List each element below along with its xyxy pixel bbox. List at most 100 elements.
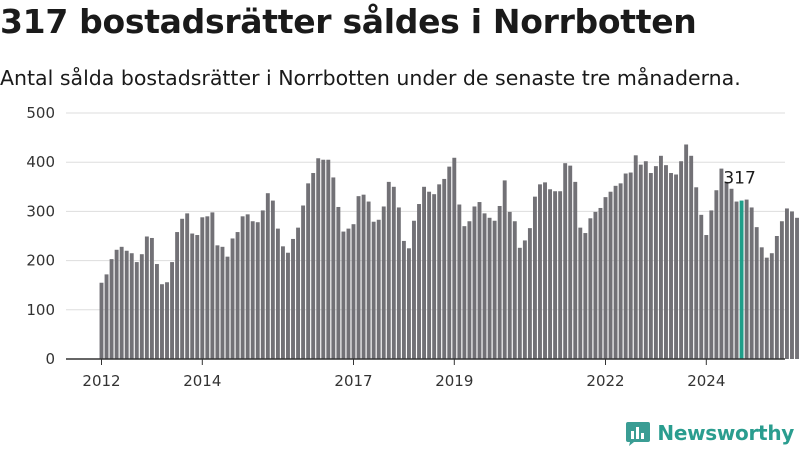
bar (406, 248, 411, 359)
bar (280, 246, 285, 359)
bar (149, 237, 154, 359)
y-tick-label: 400 (26, 153, 55, 171)
bar (225, 256, 230, 359)
bar (240, 216, 245, 359)
bar (119, 246, 124, 359)
bar (638, 164, 643, 359)
bar (477, 202, 482, 359)
bar (583, 233, 588, 359)
x-tick-label: 2017 (334, 372, 372, 390)
bar (286, 252, 290, 359)
bar (784, 208, 789, 359)
bar (371, 221, 376, 359)
bar (154, 264, 159, 359)
labels: 0 100 200 300 400 500 2012 2014 2017 2019 2022 2024… (26, 104, 755, 390)
bar (210, 212, 215, 359)
bar (230, 238, 235, 359)
bar (417, 204, 421, 359)
bar (331, 177, 336, 359)
bar (512, 221, 517, 359)
bar (684, 144, 689, 359)
bar (613, 185, 618, 359)
bar (573, 181, 578, 359)
bar (316, 158, 321, 359)
y-tick-label: 200 (26, 252, 55, 270)
bar (734, 201, 739, 359)
bar (517, 247, 522, 359)
bar (296, 227, 301, 359)
bar (593, 211, 598, 359)
bar (749, 207, 754, 359)
bar (275, 228, 280, 359)
bar (563, 163, 568, 359)
y-tick-label: 300 (26, 202, 55, 220)
bar (170, 262, 175, 359)
highlight-value-label: 317 (723, 169, 755, 189)
bar (669, 173, 673, 359)
bar (321, 159, 326, 359)
bar (190, 233, 195, 359)
bar (653, 166, 658, 359)
bar (664, 165, 668, 359)
bar (588, 218, 593, 359)
bar (754, 227, 759, 359)
bar (694, 187, 699, 359)
bar (386, 181, 391, 359)
bar (432, 194, 437, 359)
bar (341, 231, 346, 359)
bar (306, 183, 311, 359)
bar (658, 155, 663, 359)
bar (104, 274, 109, 359)
bar (270, 200, 275, 359)
bar (165, 282, 169, 359)
bar (361, 194, 366, 359)
y-tick-label: 100 (26, 301, 55, 319)
bar (538, 184, 542, 359)
bars (99, 144, 799, 359)
bar (250, 221, 255, 359)
highlight-bar (739, 200, 744, 359)
bar (467, 221, 472, 359)
bar (603, 197, 608, 359)
chart-title: 317 bostadsrätter såldes i Norrbotten (0, 2, 697, 41)
bar (346, 228, 351, 359)
bar (381, 206, 386, 359)
bar (497, 205, 502, 359)
bar (422, 186, 427, 359)
bar (648, 173, 653, 359)
bar (568, 165, 573, 359)
axes (66, 358, 785, 365)
bar (427, 191, 432, 359)
bar (487, 217, 492, 359)
bar (215, 245, 220, 359)
bar (790, 211, 794, 359)
bar (704, 235, 709, 359)
bar (356, 196, 361, 359)
bar (144, 236, 149, 359)
bar (553, 191, 558, 359)
bar (472, 206, 477, 359)
bar (457, 204, 462, 359)
bar (679, 161, 684, 359)
bar (628, 172, 633, 359)
bar (674, 174, 679, 359)
chart-subtitle: Antal sålda bostadsrätter i Norrbotten u… (0, 66, 741, 90)
bar (452, 157, 457, 359)
bar (759, 247, 764, 359)
bar (507, 211, 512, 359)
y-tick-label: 0 (45, 350, 55, 368)
bar (482, 213, 487, 359)
bar (442, 178, 447, 359)
bar (260, 210, 265, 359)
y-tick-label: 500 (26, 104, 55, 122)
bar (548, 189, 553, 359)
bar (391, 186, 396, 359)
bar (311, 173, 316, 359)
bar (492, 220, 497, 359)
bar (396, 207, 401, 359)
bar (134, 262, 139, 359)
bar (160, 284, 164, 359)
bar (689, 155, 694, 359)
bar (180, 218, 185, 359)
